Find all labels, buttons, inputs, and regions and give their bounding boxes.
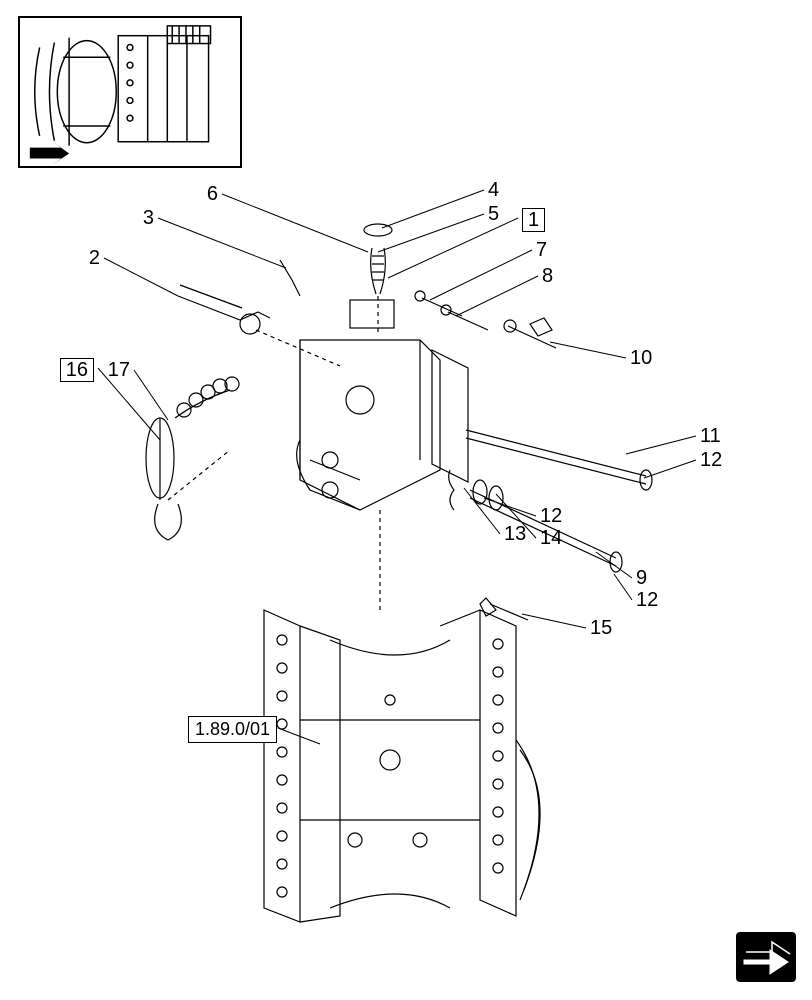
diagram-canvas: 12345678910111212121314151617 1.89.0/01 (0, 0, 812, 1000)
refbox-leader (0, 0, 812, 1000)
next-page-icon[interactable] (736, 932, 796, 982)
